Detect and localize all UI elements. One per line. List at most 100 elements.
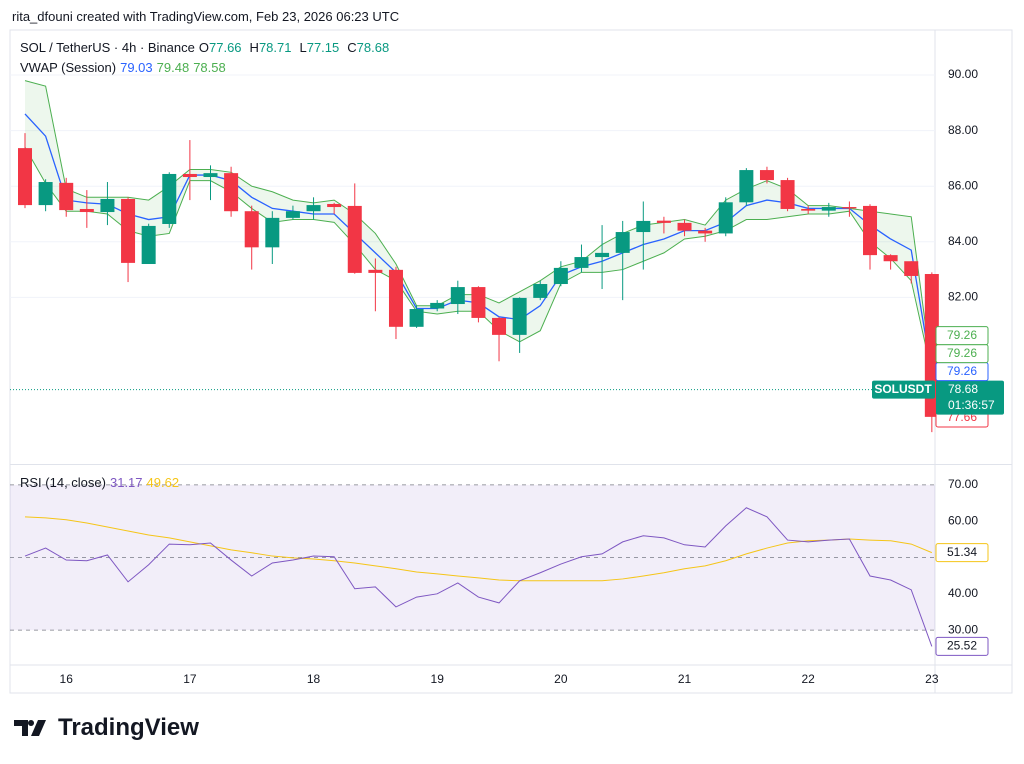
- candle-body: [739, 170, 754, 203]
- rsi-tag: 25.52: [947, 639, 977, 653]
- y-tick-label: 60.00: [948, 513, 978, 527]
- price-tag: 79.26: [947, 346, 977, 360]
- candle-body: [677, 222, 692, 231]
- candle-body: [162, 173, 177, 224]
- x-tick-label: 17: [183, 672, 197, 686]
- rsi-tag-box: [935, 543, 989, 563]
- candle-body: [553, 267, 568, 285]
- indicator-value: 31.17: [109, 475, 143, 490]
- ohlc-value: 78.71: [258, 40, 292, 55]
- indicator-value: 78.58: [193, 60, 226, 75]
- x-tick-label: 18: [307, 672, 321, 686]
- candle-body: [347, 205, 362, 273]
- ohlc-key: L: [299, 40, 307, 55]
- y-tick-label: 40.00: [948, 586, 978, 600]
- candle-body: [698, 230, 713, 234]
- candle-body: [801, 208, 816, 211]
- ohlc-item: O77.66: [199, 40, 246, 55]
- candle-body: [79, 208, 94, 213]
- candle-body: [121, 198, 136, 263]
- candle-body: [306, 205, 321, 212]
- candle-body: [718, 202, 733, 234]
- candle-body: [59, 182, 74, 211]
- price-tag: 79.26: [947, 364, 977, 378]
- candle-body: [368, 269, 383, 273]
- y-tick-label: 82.00: [948, 290, 978, 304]
- indicator-label: RSI (14, close): [20, 475, 106, 490]
- rsi-tag: 51.34: [947, 545, 977, 559]
- chart: 82.00 84.00 86.00 88.00 90.00 77.66 SOLUSDT 78.…: [9, 29, 1013, 694]
- y-tick-label: 84.00: [948, 234, 978, 248]
- ohlc-value: 77.15: [306, 40, 340, 55]
- candle-body: [533, 284, 548, 298]
- candle-body: [182, 173, 197, 178]
- x-tick-label: 16: [60, 672, 74, 686]
- candle-body: [430, 302, 445, 309]
- y-tick-label: 70.00: [948, 477, 978, 491]
- candle-body: [863, 205, 878, 256]
- candle-body: [656, 220, 671, 223]
- rsi-line: [24, 507, 933, 647]
- indicator-value: 49.62: [146, 475, 180, 490]
- footer: TradingView: [14, 714, 199, 742]
- price-tag: 79.26: [947, 328, 977, 342]
- symbol-tag-box: [872, 380, 935, 399]
- x-tick-label: 20: [554, 672, 568, 686]
- indicator-value: 79.48: [156, 60, 190, 75]
- ohlc-key: O: [198, 40, 209, 55]
- indicator-label: VWAP (Session): [20, 60, 117, 75]
- y-tick-label: 90.00: [948, 67, 978, 81]
- candle-body: [904, 261, 919, 276]
- x-tick-label: 22: [802, 672, 816, 686]
- candle-body: [883, 255, 898, 262]
- candle-body: [492, 317, 507, 335]
- symbol-title: SOL / TetherUS · 4h · Binance: [20, 40, 195, 55]
- x-tick-label: 21: [678, 672, 692, 686]
- x-tick-label: 19: [431, 672, 445, 686]
- candle-body: [780, 180, 795, 209]
- price-legend: SOL / TetherUS · 4h · Binance O77.66 H78.7…: [20, 40, 397, 55]
- y-tick-label: 88.00: [948, 123, 978, 137]
- ohlc-item: C78.68: [347, 40, 393, 55]
- candle-body: [18, 148, 32, 206]
- ohlc-value: 78.68: [356, 40, 390, 55]
- candle-body: [450, 287, 465, 305]
- ohlc-item: L77.15: [299, 40, 343, 55]
- candle-body: [224, 173, 239, 212]
- candle-body: [595, 252, 610, 258]
- candle-body: [821, 207, 836, 211]
- ohlc-key: C: [347, 40, 357, 55]
- ohlc-key: H: [249, 40, 259, 55]
- y-tick-label: 30.00: [948, 622, 978, 636]
- candle-body: [759, 170, 774, 181]
- x-tick-label: 23: [925, 672, 939, 686]
- candle-body: [285, 211, 300, 218]
- ohlc-value: 77.66: [209, 40, 242, 55]
- chart-frame: [9, 29, 1013, 694]
- rsi-legend: RSI (14, close) 31.17 49.62: [20, 475, 183, 490]
- candle-body: [244, 211, 259, 248]
- candle-body: [38, 182, 53, 206]
- brand: TradingView: [58, 714, 199, 741]
- countdown: 01:36:57: [948, 398, 995, 412]
- candle-body: [203, 173, 218, 178]
- y-tick-label: 86.00: [948, 178, 978, 192]
- candle-body: [100, 198, 115, 213]
- candle-body: [636, 220, 651, 233]
- candle-body: [842, 207, 857, 209]
- logo-icon: [14, 720, 46, 736]
- indicator-value: 79.03: [120, 60, 153, 75]
- candle-body: [409, 309, 424, 327]
- candle-body: [388, 269, 403, 327]
- candle-body: [574, 257, 589, 268]
- vwap-legend: VWAP (Session) 79.03 79.48 78.58: [20, 60, 230, 75]
- ohlc-item: H78.71: [250, 40, 296, 55]
- candle-body: [327, 203, 342, 208]
- candle-body: [471, 287, 486, 318]
- last-price: 78.68: [948, 382, 978, 396]
- rsi-tag-box: [935, 636, 989, 656]
- candle-body: [512, 297, 527, 335]
- candle-body: [265, 217, 280, 248]
- symbol-tag: SOLUSDT: [874, 382, 932, 396]
